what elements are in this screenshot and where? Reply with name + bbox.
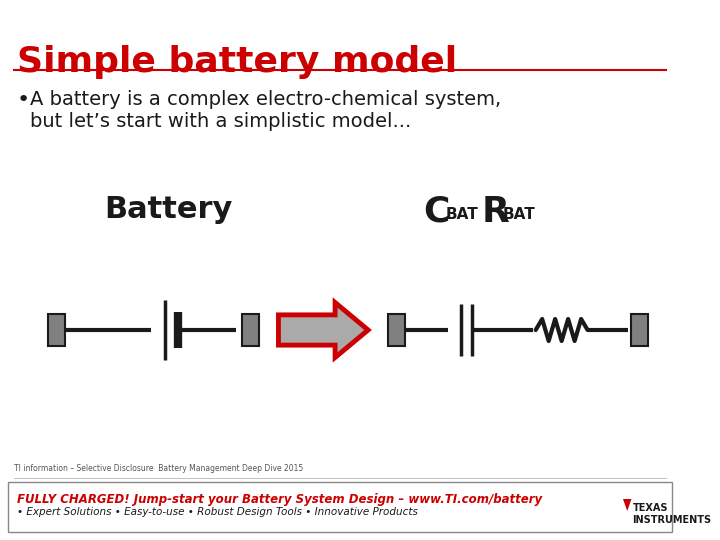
Bar xyxy=(48,314,65,346)
Polygon shape xyxy=(623,499,631,511)
Text: BAT: BAT xyxy=(446,207,478,222)
Text: • Expert Solutions • Easy-to-use • Robust Design Tools • Innovative Products: • Expert Solutions • Easy-to-use • Robus… xyxy=(17,507,418,517)
Text: TEXAS
INSTRUMENTS: TEXAS INSTRUMENTS xyxy=(632,503,711,524)
Text: Battery: Battery xyxy=(104,195,233,224)
Bar xyxy=(631,314,647,346)
Text: Simple battery model: Simple battery model xyxy=(17,45,457,79)
Text: C: C xyxy=(423,195,449,229)
Text: •: • xyxy=(17,90,30,110)
FancyArrow shape xyxy=(279,302,368,357)
Text: FULLY CHARGED! Jump-start your Battery System Design – www.TI.com/battery: FULLY CHARGED! Jump-start your Battery S… xyxy=(17,493,542,506)
Bar xyxy=(242,314,258,346)
Text: BAT: BAT xyxy=(503,207,536,222)
Text: TI information – Selective Disclosure  Battery Management Deep Dive 2015: TI information – Selective Disclosure Ba… xyxy=(14,464,303,473)
Text: A battery is a complex electro-chemical system,: A battery is a complex electro-chemical … xyxy=(30,90,501,109)
Text: but let’s start with a simplistic model...: but let’s start with a simplistic model.… xyxy=(30,112,411,131)
Text: R: R xyxy=(482,195,509,229)
Bar xyxy=(7,482,672,532)
Bar xyxy=(388,314,405,346)
